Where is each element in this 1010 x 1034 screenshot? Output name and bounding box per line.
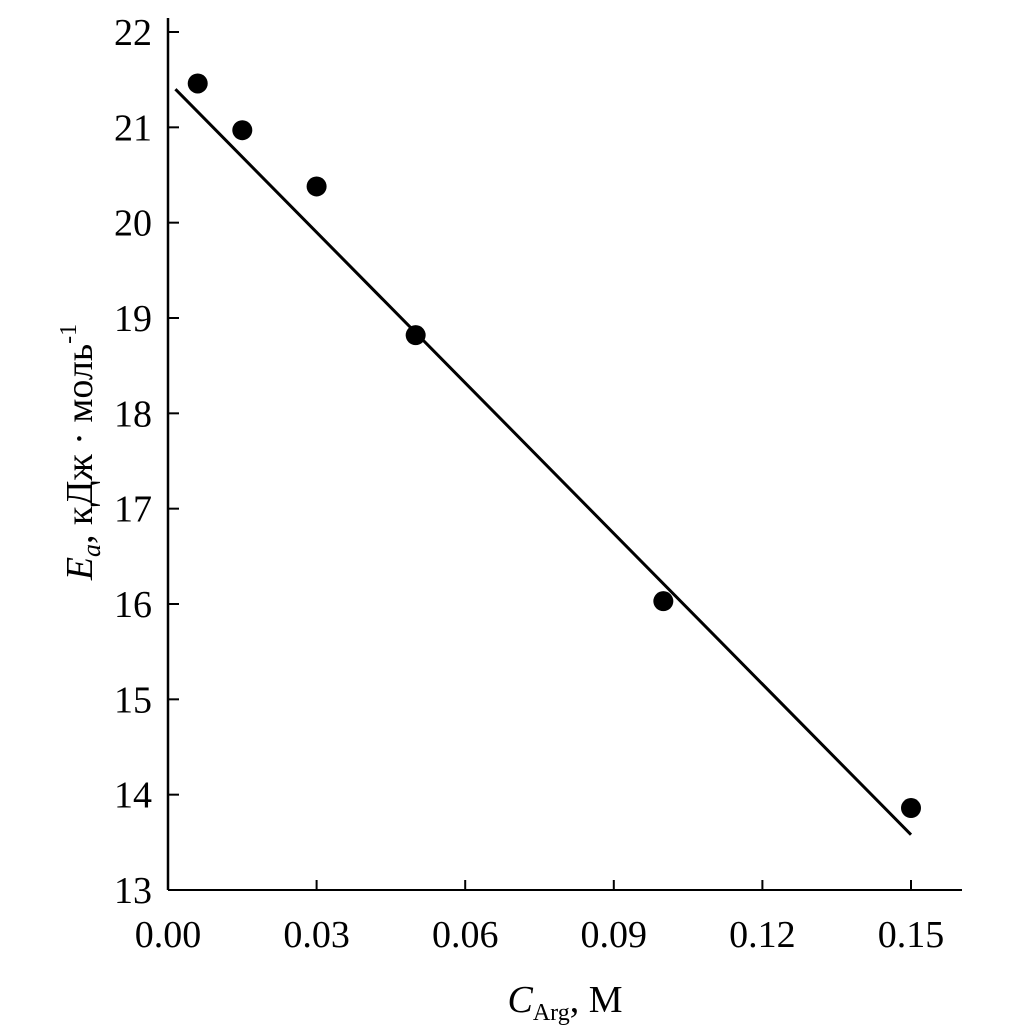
y-tick-label: 20 bbox=[114, 203, 152, 245]
data-point bbox=[901, 798, 921, 819]
y-tick-label: 18 bbox=[114, 393, 152, 435]
y-label-unit: , кДж · моль bbox=[59, 344, 101, 544]
y-tick-label: 13 bbox=[114, 870, 152, 912]
data-point bbox=[187, 73, 208, 94]
data-point bbox=[232, 120, 253, 141]
x-tick-label: 0.00 bbox=[135, 914, 202, 956]
x-tick-label: 0.09 bbox=[581, 914, 648, 956]
axes: 0.00 0.03 0.06 0.09 0.12 0.15 13 14 15 16 17 18 19 20… bbox=[114, 12, 962, 956]
y-label-sup: -1 bbox=[56, 324, 82, 344]
x-tick-label: 0.15 bbox=[878, 914, 945, 956]
y-tick-label: 16 bbox=[114, 584, 152, 626]
y-tick-label: 19 bbox=[114, 298, 152, 340]
fit-line bbox=[174, 88, 913, 836]
x-tick-label: 0.12 bbox=[729, 914, 796, 956]
x-label-main: C bbox=[507, 979, 533, 1021]
x-axis-label: CArg, M bbox=[507, 979, 622, 1026]
data-point bbox=[405, 325, 426, 346]
y-label-sub: a bbox=[77, 544, 106, 557]
y-tick-label: 15 bbox=[114, 679, 152, 721]
x-tick-label: 0.03 bbox=[283, 914, 350, 956]
marks bbox=[174, 73, 921, 836]
y-tick-label: 22 bbox=[114, 12, 152, 54]
x-label-sub: Arg bbox=[533, 1000, 570, 1026]
y-axis-label: Ea, кДж · моль-1 bbox=[56, 324, 106, 581]
y-tick-label: 17 bbox=[114, 489, 152, 531]
x-label-unit: , M bbox=[570, 979, 623, 1021]
data-point bbox=[653, 591, 674, 612]
y-tick-label: 14 bbox=[114, 775, 152, 817]
y-tick-label: 21 bbox=[114, 107, 152, 149]
data-point bbox=[306, 176, 327, 197]
x-tick-label: 0.06 bbox=[432, 914, 499, 956]
y-label-main: E bbox=[59, 557, 101, 581]
